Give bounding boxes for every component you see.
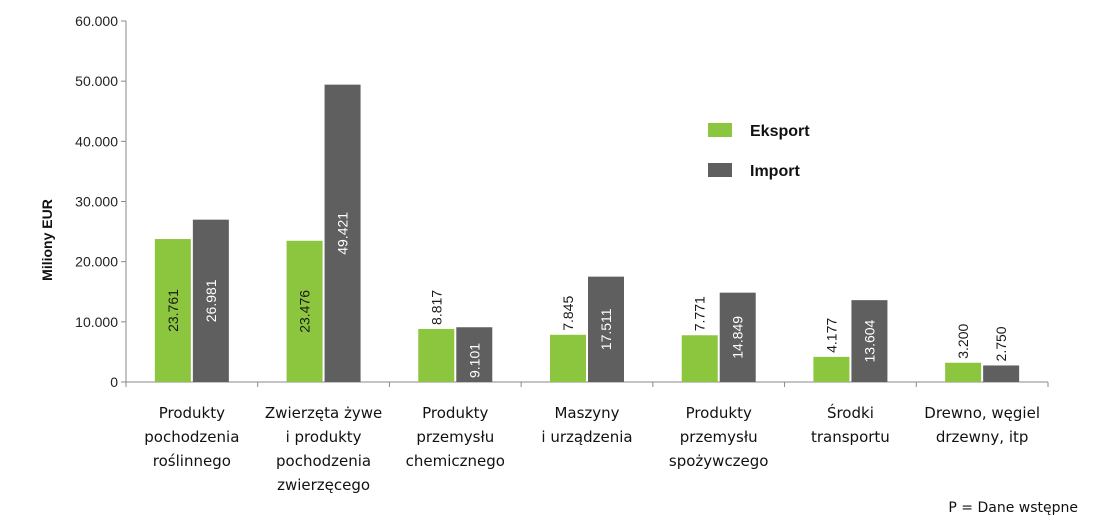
category-label: zwierzęcego <box>277 476 370 494</box>
import-value-label: 26.981 <box>203 279 219 322</box>
category-label: transportu <box>811 428 890 446</box>
eksport-value-label: 8.817 <box>428 290 444 325</box>
import-bar <box>588 276 624 382</box>
import-value-label: 13.604 <box>861 319 877 362</box>
eksport-bar <box>550 334 586 382</box>
eksport-legend-label: Eksport <box>750 123 810 140</box>
category-label: i urządzenia <box>541 428 632 446</box>
category-label: Maszyny <box>554 404 619 422</box>
import-legend-swatch <box>708 163 732 177</box>
eksport-value-label: 7.845 <box>560 296 576 331</box>
y-tick-label: 20.000 <box>75 254 118 270</box>
y-tick-label: 50.000 <box>75 73 118 89</box>
import-legend-label: Import <box>750 163 800 180</box>
import-bar <box>851 300 888 382</box>
eksport-value-label: 23.476 <box>297 290 313 333</box>
import-bar <box>324 84 361 382</box>
category-label: drzewny, itp <box>936 428 1029 446</box>
category-label: Produkty <box>422 404 488 422</box>
import-bar <box>983 365 1020 382</box>
category-label: przemysłu <box>416 428 494 446</box>
import-value-label: 49.421 <box>335 212 351 255</box>
category-label: Zwierzęta żywe <box>265 404 382 422</box>
category-label: Drewno, węgiel <box>924 404 1040 422</box>
eksport-legend-swatch <box>708 123 732 137</box>
eksport-value-label: 23.761 <box>165 289 181 332</box>
y-tick-label: 40.000 <box>75 133 118 149</box>
eksport-bar <box>945 362 982 382</box>
eksport-value-label: 3.200 <box>955 323 971 358</box>
y-tick-label: 30.000 <box>75 194 118 210</box>
chart-axes: 0 10.000 20.000 30.000 40.000 50.000 60.000 <box>75 13 1049 390</box>
import-value-label: 2.750 <box>993 326 1009 361</box>
y-axis-label: Miliony EUR <box>39 199 55 281</box>
eksport-bar <box>286 240 323 382</box>
category-label: przemysłu <box>680 428 758 446</box>
eksport-value-label: 7.771 <box>692 296 708 331</box>
chart-legend: Eksport Import <box>708 123 810 180</box>
category-label: chemicznego <box>406 452 505 470</box>
import-value-label: 17.511 <box>598 308 614 350</box>
eksport-bar <box>813 356 850 382</box>
category-label: i produkty <box>286 428 362 446</box>
category-label: roślinnego <box>153 452 231 470</box>
y-tick-label: 0 <box>110 374 118 390</box>
import-value-label: 14.849 <box>730 316 746 359</box>
category-label: Produkty <box>159 404 225 422</box>
import-bar <box>719 292 756 382</box>
eksport-bar <box>154 239 191 382</box>
category-label: pochodzenia <box>144 428 239 446</box>
category-label: pochodzenia <box>276 452 371 470</box>
import-bar <box>456 327 493 382</box>
import-bar <box>192 219 229 382</box>
category-label: spożywczego <box>669 452 769 470</box>
eksport-value-label: 4.177 <box>823 318 839 353</box>
eksport-bar <box>418 328 455 382</box>
eksport-bar <box>681 335 718 382</box>
import-value-label: 9.101 <box>466 343 482 378</box>
footnote: P = Dane wstępne <box>948 500 1078 516</box>
y-tick-label: 60.000 <box>75 13 118 29</box>
category-label: Produkty <box>686 404 752 422</box>
chart-category-labels: Produkty pochodzenia roślinnego Zwierzęta ż… <box>144 403 1040 494</box>
chart-bars <box>154 84 1020 382</box>
category-label: Środki <box>827 403 874 422</box>
y-tick-label: 10.000 <box>75 314 118 330</box>
chart-data-labels: 23.761 26.981 23.476 49.421 8.817 9.101 7.845 1… <box>165 212 1009 378</box>
